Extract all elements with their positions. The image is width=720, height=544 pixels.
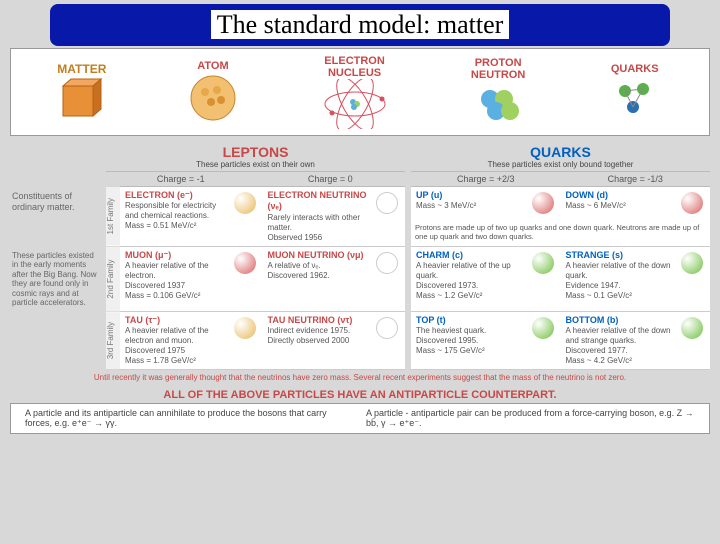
quarks-head: QUARKS These particles exist only bound … — [411, 142, 710, 171]
quarks-sub: These particles exist only bound togethe… — [413, 160, 708, 169]
antiparticle-head: ALL OF THE ABOVE PARTICLES HAVE AN ANTIP… — [10, 389, 710, 401]
family-row: These particles existed in the early mom… — [10, 247, 710, 313]
atom-label: ATOM — [187, 60, 239, 72]
particle-table: LEPTONS These particles exist on their o… — [10, 142, 710, 187]
particle-ball-icon — [532, 252, 554, 274]
particle-ball-icon — [234, 252, 256, 274]
particle-mass: Directly observed 2000 — [268, 336, 401, 346]
quark-a-cell: CHARM (c) A heavier relative of the up q… — [411, 247, 561, 312]
nucleus-label: NUCLEUS — [320, 67, 390, 79]
lepton-a-cell: MUON (μ⁻) A heavier relative of the elec… — [120, 247, 263, 312]
neutron-label: NEUTRON — [470, 69, 526, 81]
particle-ball-icon — [532, 192, 554, 214]
matter-cube-icon — [57, 76, 103, 122]
particle-ball-icon — [681, 317, 703, 339]
leptons-charges: Charge = -1 Charge = 0 — [106, 171, 405, 187]
particle-mass: Observed 1956 — [268, 233, 401, 243]
footer-box: A particle and its antiparticle can anni… — [10, 403, 710, 434]
neutrino-note: Until recently it was generally thought … — [0, 370, 720, 385]
proton-neutron-block: PROTON NEUTRON — [470, 57, 526, 127]
lepton-b-cell: ELECTRON NEUTRINO (νₑ) Rarely interacts … — [263, 187, 406, 246]
lepton-row: 1st Family ELECTRON (e⁻) Responsible for… — [106, 187, 405, 247]
particle-ball-icon — [532, 317, 554, 339]
particle-ball-icon — [234, 192, 256, 214]
particle-mass: Evidence 1947.Mass ~ 0.1 GeV/c² — [566, 281, 706, 301]
matter-block: MATTER — [57, 62, 106, 122]
quark-b-cell: DOWN (d) Mass ~ 6 MeV/c² — [561, 187, 711, 221]
page-title: The standard model: matter — [211, 10, 510, 39]
quark-b-cell: STRANGE (s) A heavier relative of the do… — [561, 247, 711, 312]
family-desc: Constituents of ordinary matter. — [10, 187, 100, 247]
family-label: 3rd Family — [106, 312, 120, 369]
particle-ball-icon — [376, 252, 398, 274]
atom-block: ATOM — [187, 60, 239, 124]
footer-left: A particle and its antiparticle can anni… — [19, 408, 360, 429]
leptons-section: LEPTONS These particles exist on their o… — [106, 142, 405, 187]
particle-mass: Mass = 0.51 MeV/c² — [125, 221, 258, 231]
lepton-row: 2nd Family MUON (μ⁻) A heavier relative … — [106, 247, 405, 313]
particle-mass: Discovered 1995.Mass ~ 175 GeV/c² — [416, 336, 556, 356]
quark-a-cell: TOP (t) The heaviest quark. Discovered 1… — [411, 312, 561, 369]
quarks-title: QUARKS — [413, 144, 708, 160]
quarks-charges: Charge = +2/3 Charge = -1/3 — [411, 171, 710, 187]
matter-hierarchy: MATTER ATOM ELECTRON NUCLEUS PROTON NEUT… — [10, 48, 710, 136]
family-desc — [10, 312, 100, 370]
family-label: 2nd Family — [106, 247, 120, 312]
family-desc: These particles existed in the early mom… — [10, 247, 100, 313]
family-row: 3rd Family TAU (τ⁻) A heavier relative o… — [10, 312, 710, 370]
quark-b-cell: BOTTOM (b) A heavier relative of the dow… — [561, 312, 711, 369]
leptons-head: LEPTONS These particles exist on their o… — [106, 142, 405, 171]
particle-mass: Discovered 1977.Mass ~ 4.2 GeV/c² — [566, 346, 706, 366]
particle-ball-icon — [376, 317, 398, 339]
particle-desc: Rarely interacts with other matter. — [268, 213, 401, 233]
lepton-charge-b: Charge = 0 — [256, 171, 406, 187]
quark-row: TOP (t) The heaviest quark. Discovered 1… — [411, 312, 710, 370]
leptons-sub: These particles exist on their own — [108, 160, 403, 169]
quarks-icon — [607, 75, 663, 121]
footer-right: A particle - antiparticle pair can be pr… — [360, 408, 701, 429]
family-row: Constituents of ordinary matter. 1st Fam… — [10, 187, 710, 247]
atom-icon — [187, 72, 239, 124]
lepton-a-cell: TAU (τ⁻) A heavier relative of the elect… — [120, 312, 263, 369]
lepton-a-cell: ELECTRON (e⁻) Responsible for electricit… — [120, 187, 263, 246]
proton-label: PROTON — [470, 57, 526, 69]
family-label: 1st Family — [106, 187, 120, 246]
quark-note: Protons are made up of two up quarks and… — [411, 221, 710, 245]
quarks-label: QUARKS — [607, 63, 663, 75]
quark-row: CHARM (c) A heavier relative of the up q… — [411, 247, 710, 313]
particle-ball-icon — [681, 252, 703, 274]
particle-mass: Discovered 1973.Mass ~ 1.2 GeV/c² — [416, 281, 556, 301]
row-label-column — [10, 142, 100, 187]
lepton-b-cell: MUON NEUTRINO (νμ) A relative of νₑ. Dis… — [263, 247, 406, 312]
quark-row: UP (u) Mass ~ 3 MeV/c² DOWN (d) Mass ~ 6… — [411, 187, 710, 247]
particle-ball-icon — [376, 192, 398, 214]
particle-ball-icon — [234, 317, 256, 339]
lepton-row: 3rd Family TAU (τ⁻) A heavier relative o… — [106, 312, 405, 370]
quark-a-cell: UP (u) Mass ~ 3 MeV/c² — [411, 187, 561, 221]
lepton-charge-a: Charge = -1 — [106, 171, 256, 187]
leptons-title: LEPTONS — [108, 144, 403, 160]
nucleons-icon — [470, 81, 526, 127]
electron-label: ELECTRON — [320, 55, 390, 67]
quark-charge-a: Charge = +2/3 — [411, 171, 561, 187]
electron-nucleus-icon — [320, 79, 390, 129]
particle-mass: Discovered 1975Mass = 1.78 GeV/c² — [125, 346, 258, 366]
particle-mass: Discovered 1937Mass = 0.106 GeV/c² — [125, 281, 258, 301]
title-bar: The standard model: matter — [50, 4, 670, 46]
quarks-block: QUARKS — [607, 63, 663, 121]
lepton-b-cell: TAU NEUTRINO (ντ) Indirect evidence 1975… — [263, 312, 406, 369]
matter-label: MATTER — [57, 62, 106, 76]
quarks-section: QUARKS These particles exist only bound … — [411, 142, 710, 187]
electron-nucleus-block: ELECTRON NUCLEUS — [320, 55, 390, 129]
quark-charge-b: Charge = -1/3 — [561, 171, 711, 187]
particle-ball-icon — [681, 192, 703, 214]
